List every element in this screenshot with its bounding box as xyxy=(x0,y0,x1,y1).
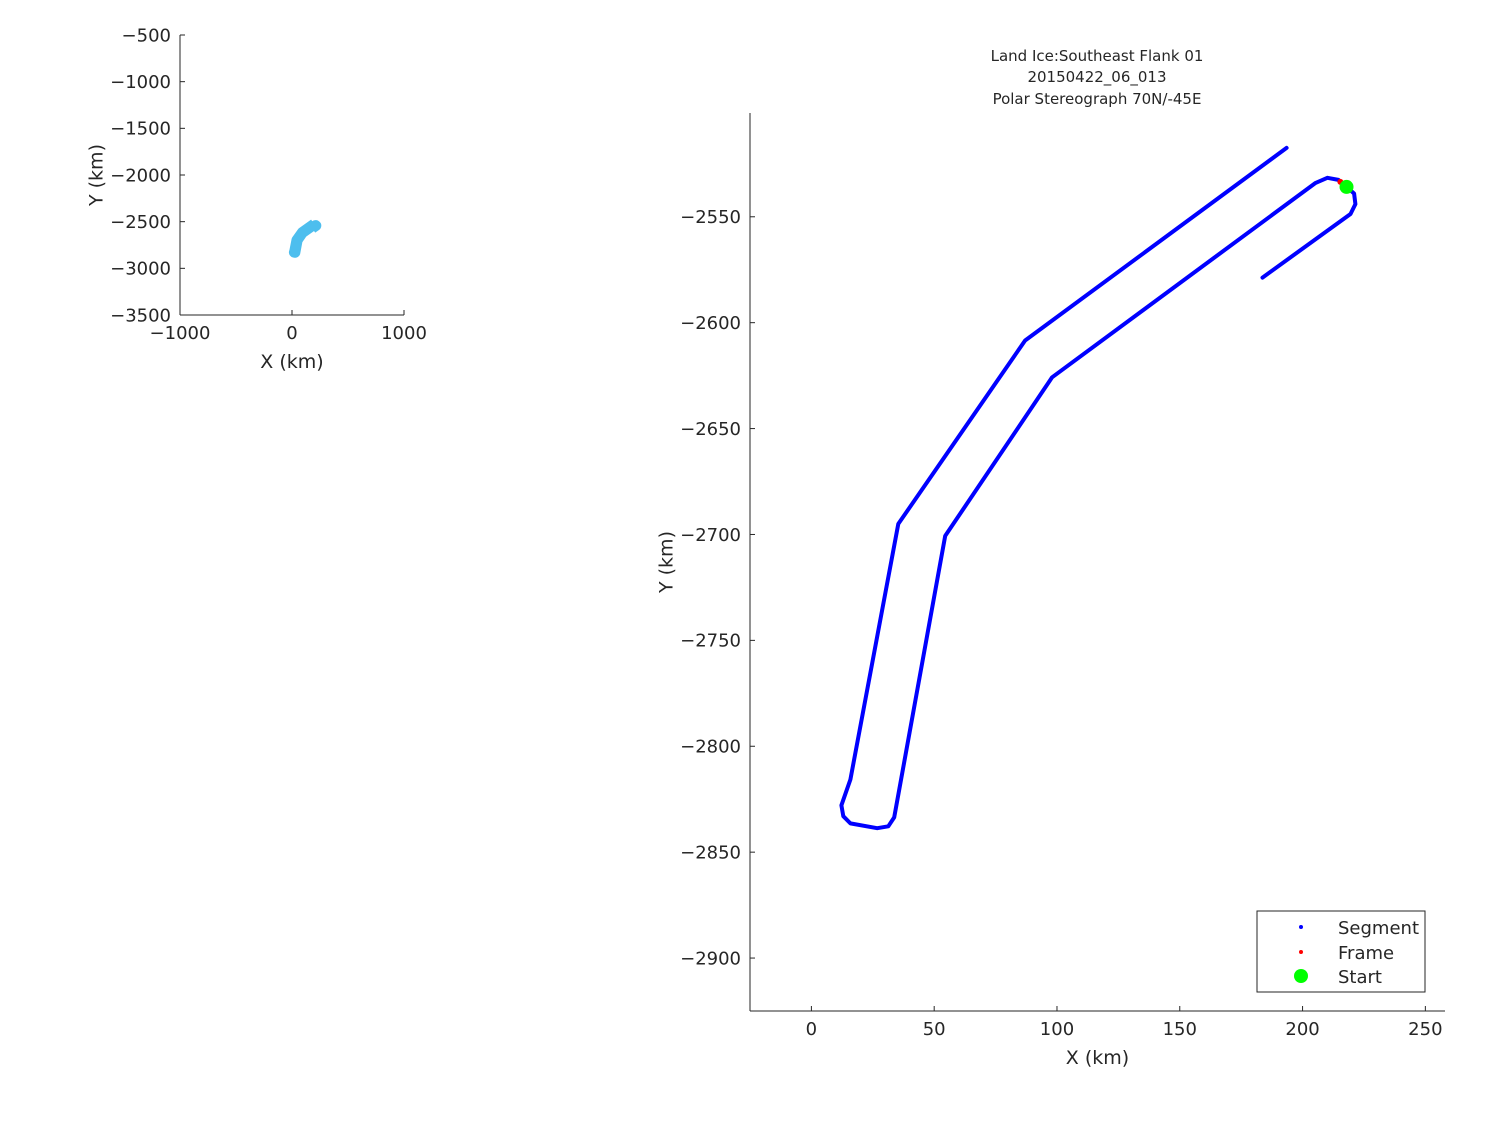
legend-label-segment: Segment xyxy=(1338,918,1419,939)
x-tick-label: 0 xyxy=(286,323,297,344)
x-tick-label: 100 xyxy=(1040,1019,1074,1040)
overview-track xyxy=(288,219,322,258)
y-tick-label: −3000 xyxy=(110,259,171,280)
x-tick-label: 1000 xyxy=(381,323,427,344)
legend-label-frame: Frame xyxy=(1338,943,1394,964)
y-tick-label: −3500 xyxy=(110,305,171,326)
y-axis-label: Y (km) xyxy=(656,531,678,594)
title-line-1: Land Ice:Southeast Flank 01 xyxy=(991,47,1204,65)
x-tick-label: 200 xyxy=(1285,1019,1319,1040)
x-tick-label: 50 xyxy=(923,1019,946,1040)
y-tick-label: −2750 xyxy=(680,631,741,652)
y-tick-label: −2850 xyxy=(680,842,741,863)
y-tick-label: −2550 xyxy=(680,207,741,228)
legend: Segment Frame Start xyxy=(1256,910,1426,993)
legend-marker-segment xyxy=(1299,925,1303,929)
title-line-3: Polar Stereograph 70N/-45E xyxy=(993,90,1202,108)
y-tick-label: −2900 xyxy=(680,948,741,969)
y-tick-label: −1000 xyxy=(110,72,171,93)
x-axis-label: X (km) xyxy=(260,351,323,373)
x-tick-label: −1000 xyxy=(150,323,211,344)
y-tick-label: −2500 xyxy=(110,212,171,233)
y-axis-label: Y (km) xyxy=(86,144,108,207)
segment-track xyxy=(839,145,1358,831)
x-tick-label: 250 xyxy=(1408,1019,1442,1040)
legend-label-start: Start xyxy=(1338,967,1382,988)
start-point xyxy=(1339,179,1354,194)
y-tick-label: −2000 xyxy=(110,165,171,186)
legend-marker-frame xyxy=(1299,950,1303,954)
main-axes: Land Ice:Southeast Flank 01 20150422_06_… xyxy=(656,47,1445,1069)
overview-axes: −1000 0 1000 −500 −1000 −1500 −2000 −2500 −3000 −… xyxy=(86,25,427,373)
legend-marker-start xyxy=(1294,969,1308,983)
y-tick-label: −1500 xyxy=(110,119,171,140)
y-tick-label: −2650 xyxy=(680,419,741,440)
legend-box xyxy=(1256,910,1426,993)
x-tick-label: 0 xyxy=(806,1019,817,1040)
y-tick-label: −500 xyxy=(122,25,171,46)
title-line-2: 20150422_06_013 xyxy=(1027,68,1166,87)
x-tick-label: 150 xyxy=(1163,1019,1197,1040)
y-tick-label: −2800 xyxy=(680,737,741,758)
x-axis-label: X (km) xyxy=(1066,1047,1129,1069)
y-tick-label: −2700 xyxy=(680,525,741,546)
y-tick-label: −2600 xyxy=(680,313,741,334)
